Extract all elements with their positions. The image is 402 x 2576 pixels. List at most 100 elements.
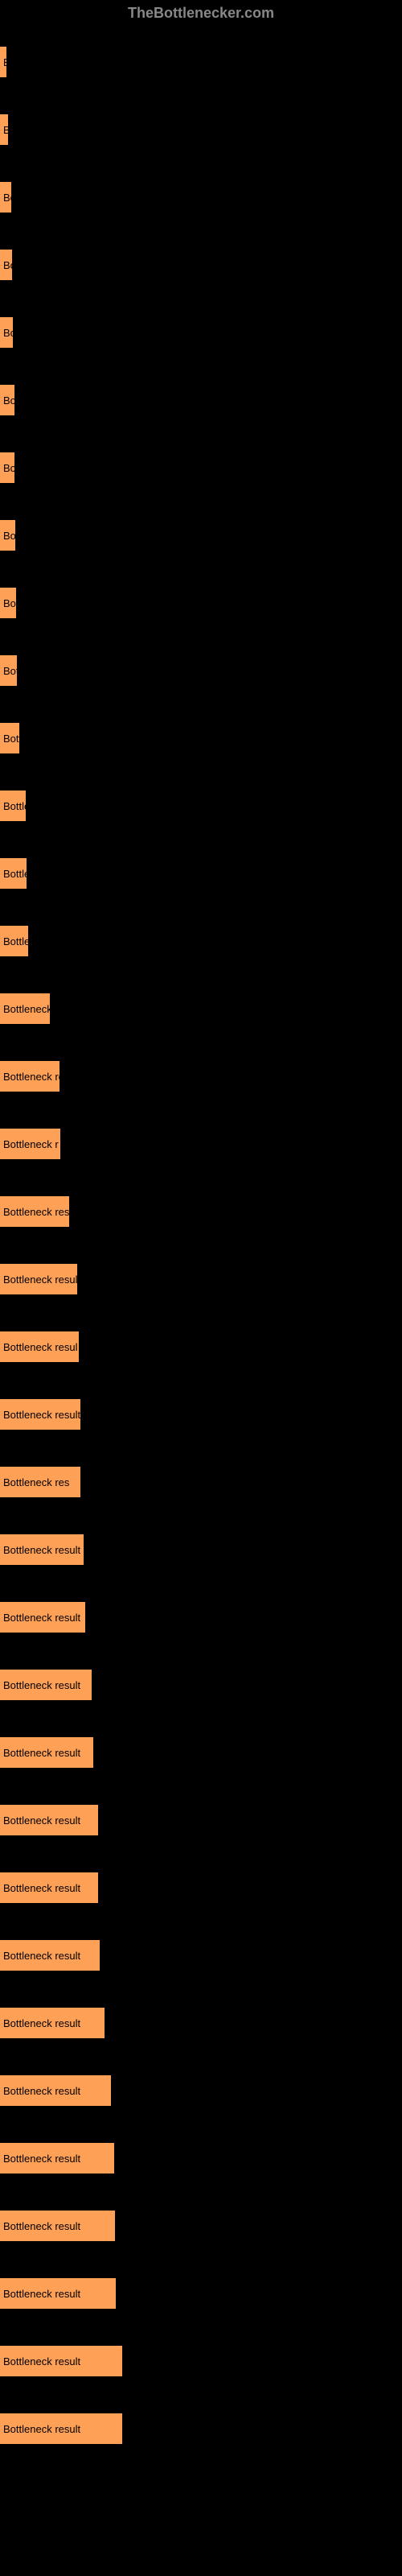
bar: Bottleneck result <box>0 1872 98 1903</box>
bar-row: Bottleneck result <box>0 2395 394 2462</box>
page-header: TheBottlenecker.com <box>128 5 274 22</box>
bar-label: Bottleneck result <box>3 2017 80 2029</box>
bar-row: B <box>0 96 394 163</box>
bar-label: Bottleneck result <box>3 1679 80 1691</box>
bar-row: Bottleneck res <box>0 1448 394 1516</box>
bar-label: Bottleneck result <box>3 2288 80 2300</box>
bar: Bottleneck result <box>0 1399 80 1430</box>
bar: Bo <box>0 182 11 213</box>
bar-label: B <box>3 124 8 136</box>
bar-label: Bottleneck result <box>3 2085 80 2097</box>
bar: Bot <box>0 655 17 686</box>
bar-label: Bottleneck re <box>3 1071 59 1083</box>
bar: Bo <box>0 452 14 483</box>
bar-label: Bottle <box>3 800 26 812</box>
bar: Bottleneck result <box>0 1670 92 1700</box>
bar-label: Bottleneck result <box>3 2220 80 2232</box>
bar-row: Bottleneck <box>0 975 394 1042</box>
bar-label: Bottleneck r <box>3 1138 59 1150</box>
bar-row: Bottleneck result <box>0 2057 394 2124</box>
bar-row: Bottle <box>0 772 394 840</box>
bar-row: Bottleneck result <box>0 1922 394 1989</box>
bar-label: Bottleneck resul <box>3 1341 78 1353</box>
bar-row: Bottleneck result <box>0 2124 394 2192</box>
bar: Bottleneck result <box>0 2413 122 2444</box>
bar-label: Bo <box>3 259 12 271</box>
bar-row: Bottleneck result <box>0 1651 394 1719</box>
bar-row: B <box>0 28 394 96</box>
bar: Bo <box>0 520 15 551</box>
bar-row: Bottle <box>0 907 394 975</box>
bar: Bottleneck result <box>0 1805 98 1835</box>
bar: Bottleneck result <box>0 1264 77 1294</box>
bar-label: Bottleneck result <box>3 1274 77 1286</box>
bar-label: Bo <box>3 530 15 542</box>
bar-row: Bottleneck result <box>0 1245 394 1313</box>
bar-label: Bottleneck result <box>3 2153 80 2165</box>
bar: Bottleneck result <box>0 2278 116 2309</box>
bar-label: Bottle <box>3 935 28 947</box>
bar-label: Bottleneck result <box>3 1950 80 1962</box>
bar: Bottle <box>0 926 28 956</box>
bar: B <box>0 114 8 145</box>
bar-label: Bottleneck resul <box>3 1206 69 1218</box>
bar-row: Bot <box>0 366 394 434</box>
bar: Bot <box>0 385 14 415</box>
bar: Bottleneck r <box>0 1129 60 1159</box>
bar: Bot <box>0 588 16 618</box>
bar-label: Bottleneck <box>3 1003 50 1015</box>
bar-row: Bottleneck result <box>0 1381 394 1448</box>
bar: Bottleneck re <box>0 1061 59 1092</box>
bar-label: B <box>3 56 6 68</box>
bar-row: Bo <box>0 231 394 299</box>
bar-label: Bo <box>3 327 13 339</box>
bar-row: Bo <box>0 434 394 502</box>
bar: B <box>0 47 6 77</box>
bar-row: Bottleneck resul <box>0 1178 394 1245</box>
bar-row: Bottleneck result <box>0 1583 394 1651</box>
bar-label: Bottleneck result <box>3 1814 80 1827</box>
bar: Bottleneck <box>0 993 50 1024</box>
bar: Bottleneck resul <box>0 1331 79 1362</box>
bar-row: Bottleneck result <box>0 2260 394 2327</box>
bar-row: Bottleneck result <box>0 2327 394 2395</box>
bar-label: Bo <box>3 192 11 204</box>
bar: Bottleneck result <box>0 1602 85 1633</box>
bar-row: Bottleneck result <box>0 1516 394 1583</box>
bar: Bottleneck result <box>0 2008 105 2038</box>
bar-label: Bottleneck result <box>3 2423 80 2435</box>
bar: Bottleneck result <box>0 2075 111 2106</box>
bar-row: Bottleneck result <box>0 1786 394 1854</box>
bar-row: Bo <box>0 299 394 366</box>
bar-row: Bottleneck result <box>0 1719 394 1786</box>
bar-label: Bottleneck result <box>3 1409 80 1421</box>
bar-row: Bottle <box>0 840 394 907</box>
bar-chart: B B Bo Bo Bo Bot Bo Bo Bot Bot Bott Bottle Bottle Bot… <box>0 28 394 2462</box>
bar-label: Bottleneck result <box>3 1612 80 1624</box>
bar: Bott <box>0 723 19 753</box>
bar-label: Bot <box>3 394 14 407</box>
bar-row: Bo <box>0 163 394 231</box>
bar-row: Bot <box>0 637 394 704</box>
bar-label: Bottleneck result <box>3 2355 80 2368</box>
bar-row: Bottleneck resul <box>0 1313 394 1381</box>
bar-row: Bottleneck result <box>0 1854 394 1922</box>
bar-row: Bottleneck r <box>0 1110 394 1178</box>
bar: Bottleneck result <box>0 1737 93 1768</box>
bar: Bottleneck result <box>0 2143 114 2174</box>
bar-row: Bottleneck result <box>0 2192 394 2260</box>
bar-label: Bott <box>3 733 19 745</box>
bar-label: Bottleneck result <box>3 1544 80 1556</box>
bar: Bottleneck resul <box>0 1196 69 1227</box>
bar: Bottle <box>0 791 26 821</box>
bar: Bottleneck result <box>0 2346 122 2376</box>
bar: Bo <box>0 317 13 348</box>
bar: Bo <box>0 250 12 280</box>
bar-label: Bottleneck result <box>3 1747 80 1759</box>
bar: Bottle <box>0 858 27 889</box>
bar: Bottleneck result <box>0 1940 100 1971</box>
bar-row: Bo <box>0 502 394 569</box>
bar-label: Bottle <box>3 868 27 880</box>
bar-row: Bot <box>0 569 394 637</box>
bar-label: Bot <box>3 665 17 677</box>
